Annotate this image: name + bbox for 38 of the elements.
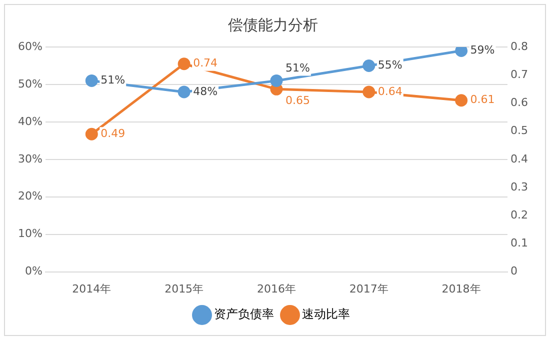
y-tick-label: 0%: [24, 264, 42, 278]
legend-label: 速动比率: [302, 307, 350, 322]
data-label: 59%: [470, 44, 495, 57]
y2-tick-label: 0.2: [510, 208, 528, 222]
point: [455, 94, 468, 107]
data-label: 0.64: [378, 84, 402, 98]
data-label: 51%: [100, 74, 126, 87]
y2-tick-label: 0.5: [510, 124, 528, 138]
chart-title: 偿债能力分析: [228, 16, 318, 34]
y-tick-label: 10%: [18, 227, 42, 240]
y2-tick-label: 0.1: [510, 236, 528, 250]
x-tick-label: 2017年: [349, 282, 388, 296]
data-label: 0.61: [470, 93, 495, 106]
point: [178, 58, 190, 70]
data-label: 48%: [193, 84, 218, 98]
y-tick-label: 50%: [18, 77, 42, 90]
data-label: 55%: [378, 58, 402, 72]
point: [85, 128, 98, 140]
legend-label: 资产负债率: [214, 307, 274, 322]
y-tick-label: 20%: [18, 190, 42, 203]
data-label: 0.74: [193, 56, 218, 70]
point: [362, 86, 376, 98]
y2-tick-label: 0.8: [510, 40, 528, 53]
x-tick-label: 2018年: [442, 282, 481, 296]
y-tick-label: 40%: [18, 114, 42, 128]
y-tick-label: 60%: [18, 40, 42, 53]
x-tick-label: 2016年: [256, 282, 296, 296]
data-label: 0.49: [100, 126, 126, 140]
y2-tick-label: 0.7: [510, 68, 528, 81]
y2-tick-label: 0: [510, 264, 518, 278]
y2-tick-label: 0.4: [510, 152, 528, 166]
data-label: 51%: [285, 62, 310, 75]
y-tick-label: 30%: [18, 152, 42, 166]
y2-tick-label: 0.3: [510, 180, 528, 194]
y2-tick-label: 0.6: [510, 96, 528, 110]
data-label: 0.65: [285, 94, 310, 108]
x-tick-label: 2015年: [164, 282, 204, 296]
x-tick-label: 2014年: [72, 282, 112, 296]
